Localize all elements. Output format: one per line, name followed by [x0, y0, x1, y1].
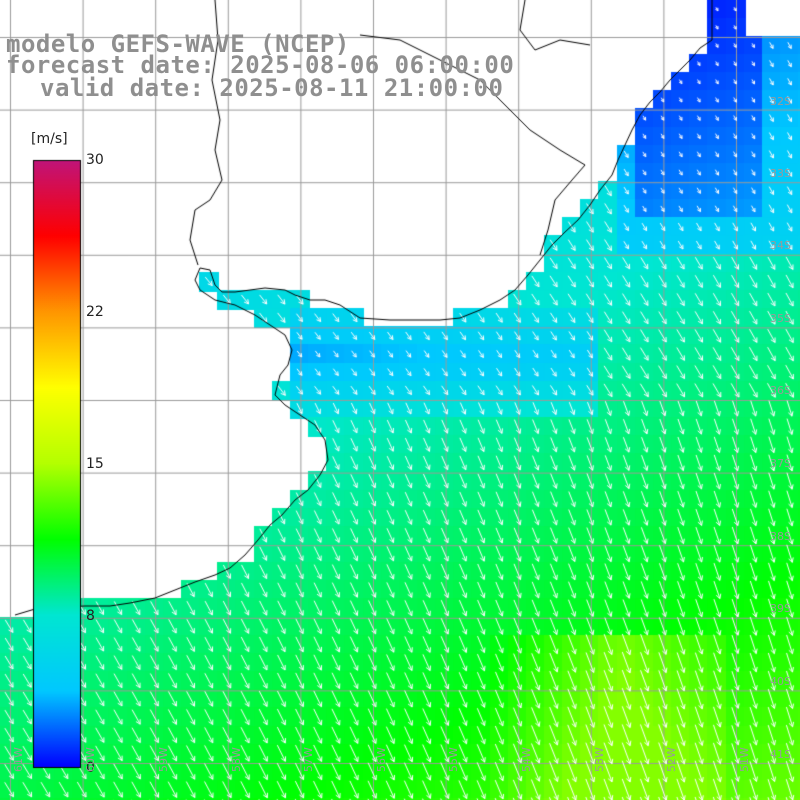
colorbar-tick-22: 22	[86, 304, 104, 320]
lon-label-52w: 52W	[665, 747, 678, 772]
lat-label-35s: 35S	[770, 312, 791, 325]
lat-label-39s: 39S	[770, 602, 791, 615]
title-model: modelo GEFS-WAVE (NCEP)	[6, 30, 350, 58]
colorbar-tick-15: 15	[86, 456, 104, 472]
colorbar-tick-30: 30	[86, 152, 104, 168]
lat-label-34s: 34S	[770, 239, 791, 252]
lat-label-41s: 41S	[770, 748, 791, 761]
lon-label-60w: 60W	[84, 747, 97, 772]
lon-label-53w: 53W	[593, 747, 606, 772]
lat-label-33s: 33S	[770, 167, 791, 180]
colorbar-unit-label: [m/s]	[31, 131, 68, 147]
lon-label-58w: 58W	[230, 747, 243, 772]
lat-label-40s: 40S	[770, 675, 791, 688]
lon-label-59w: 59W	[157, 747, 170, 772]
lon-label-54w: 54W	[520, 747, 533, 772]
title-valid-date: valid date: 2025-08-11 21:00:00	[40, 74, 504, 102]
lat-label-37s: 37S	[770, 457, 791, 470]
lat-label-38s: 38S	[770, 530, 791, 543]
colorbar-tick-8: 8	[86, 608, 95, 624]
lon-label-51w: 51W	[738, 747, 751, 772]
lat-label-36s: 36S	[770, 384, 791, 397]
title-forecast-date: forecast date: 2025-08-06 06:00:00	[6, 51, 515, 79]
lon-label-55w: 55W	[447, 747, 460, 772]
lat-label-32s: 32S	[770, 95, 791, 108]
colorbar-tick-0: 0	[86, 760, 95, 776]
lon-label-56w: 56W	[375, 747, 388, 772]
lon-label-57w: 57W	[302, 747, 315, 772]
lon-label-61w: 61W	[12, 747, 25, 772]
